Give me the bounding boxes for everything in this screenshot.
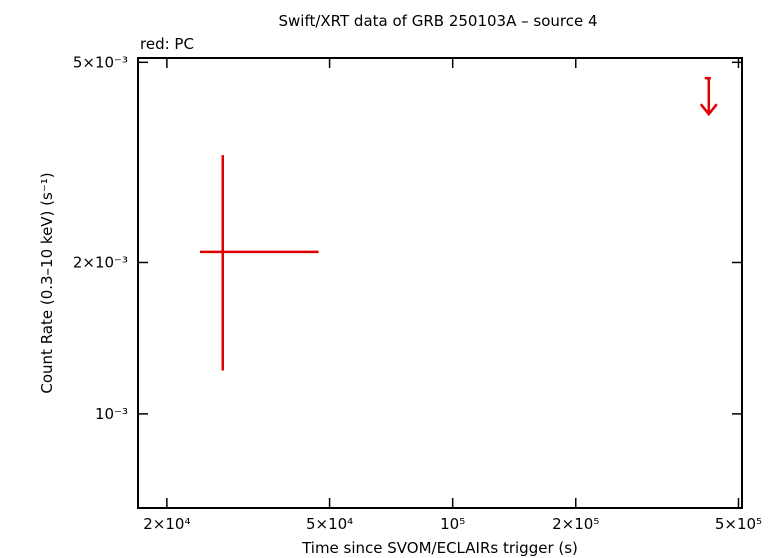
y-tick-label: 5×10⁻³ [73, 53, 128, 71]
legend-text: red: PC [140, 35, 194, 53]
plot-frame [137, 57, 743, 509]
x-tick-label: 2×10⁵ [552, 515, 599, 533]
x-tick-label: 2×10⁴ [143, 515, 190, 533]
x-axis-label: Time since SVOM/ECLAIRs trigger (s) [301, 539, 578, 557]
x-tick-label: 5×10⁵ [715, 515, 762, 533]
x-tick-label: 10⁵ [440, 515, 465, 533]
upper-limit-arrowhead [699, 103, 718, 117]
chart-title: Swift/XRT data of GRB 250103A – source 4 [278, 12, 597, 30]
y-tick-label: 2×10⁻³ [73, 253, 128, 271]
x-tick-label: 5×10⁴ [306, 515, 353, 533]
y-axis-label: Count Rate (0.3–10 keV) (s⁻¹) [38, 172, 56, 393]
y-tick-label: 10⁻³ [95, 405, 128, 423]
